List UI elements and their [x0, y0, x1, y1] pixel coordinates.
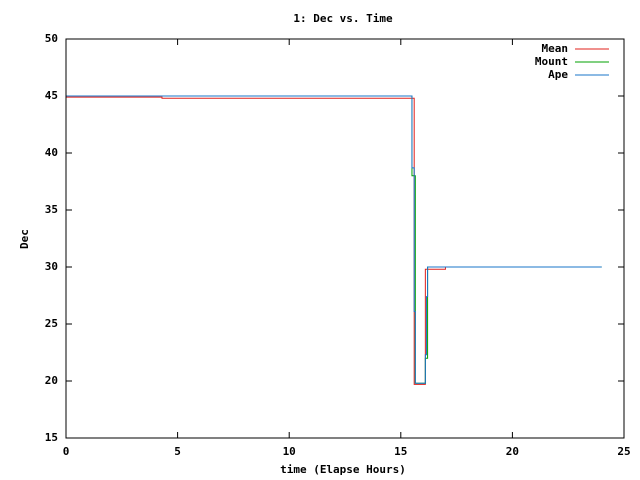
- legend-label: Ape: [548, 68, 568, 81]
- legend-label: Mean: [542, 42, 569, 55]
- x-tick-label: 10: [283, 445, 296, 458]
- legend-label: Mount: [535, 55, 568, 68]
- y-tick-label: 15: [45, 431, 58, 444]
- y-tick-label: 30: [45, 260, 58, 273]
- y-tick-label: 25: [45, 317, 58, 330]
- x-axis-label: time (Elapse Hours): [280, 463, 406, 476]
- x-tick-label: 20: [506, 445, 519, 458]
- y-tick-label: 50: [45, 32, 58, 45]
- y-tick-label: 40: [45, 146, 58, 159]
- y-axis-label: Dec: [18, 229, 31, 249]
- x-tick-label: 5: [174, 445, 181, 458]
- y-tick-label: 35: [45, 203, 58, 216]
- x-tick-label: 15: [394, 445, 407, 458]
- x-tick-label: 25: [617, 445, 630, 458]
- plot-border: [65, 38, 625, 439]
- series-line: [66, 95, 602, 384]
- y-tick-label: 45: [45, 89, 58, 102]
- x-tick-label: 0: [63, 445, 70, 458]
- y-tick-label: 20: [45, 374, 58, 387]
- chart-title: 1: Dec vs. Time: [293, 12, 393, 25]
- series-line: [66, 96, 537, 385]
